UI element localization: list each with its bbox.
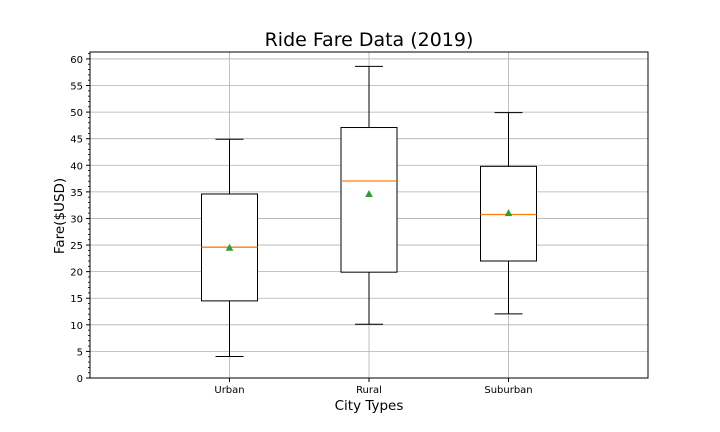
y-tick-label: 20 xyxy=(70,268,83,279)
chart-title: Ride Fare Data (2019) xyxy=(265,29,474,51)
y-tick-label: 35 xyxy=(70,188,83,199)
x-axis: Urban Rural Suburban xyxy=(214,378,533,396)
y-tick-label: 40 xyxy=(70,161,83,172)
y-axis: 0 5 10 15 20 25 30 35 40 45 50 55 60 xyxy=(70,53,90,385)
y-tick-label: 15 xyxy=(70,294,83,305)
mean-marker xyxy=(365,189,373,197)
y-tick-label: 45 xyxy=(70,135,83,146)
iqr-box xyxy=(340,127,398,273)
x-tick-label: Urban xyxy=(214,385,244,396)
y-tick-label: 25 xyxy=(70,241,83,252)
plot-frame xyxy=(89,51,649,379)
x-tick-label: Rural xyxy=(356,385,382,396)
y-tick-label: 0 xyxy=(77,374,83,385)
y-tick-label: 30 xyxy=(70,214,83,225)
mean-marker xyxy=(504,209,513,217)
y-tick-label: 10 xyxy=(70,321,83,332)
y-axis-label: Fare($USD) xyxy=(52,178,68,254)
boxes xyxy=(201,65,537,357)
mean-marker xyxy=(225,243,234,251)
box-suburban xyxy=(480,112,537,315)
y-tick-label: 5 xyxy=(77,347,83,358)
box-rural xyxy=(340,65,398,325)
x-tick-label: Suburban xyxy=(484,385,532,396)
x-axis-label: City Types xyxy=(335,398,404,414)
box-urban xyxy=(201,138,258,357)
y-tick-label: 60 xyxy=(70,55,83,66)
y-tick-label: 50 xyxy=(70,108,83,119)
y-tick-label: 55 xyxy=(70,82,83,93)
